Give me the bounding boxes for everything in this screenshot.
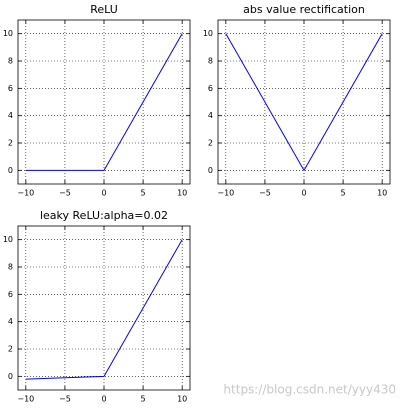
x-tick-label: 0 xyxy=(101,395,106,404)
y-tick-label: 4 xyxy=(208,111,213,120)
y-tick-label: 0 xyxy=(8,372,13,381)
x-tick-label: −5 xyxy=(59,189,71,198)
axes-frame xyxy=(17,225,191,391)
y-tick-label: 8 xyxy=(8,57,13,66)
y-tick-label: 4 xyxy=(8,111,13,120)
y-tick-label: 6 xyxy=(8,290,13,299)
y-tick-label: 10 xyxy=(203,29,213,38)
y-tick-label: 8 xyxy=(8,263,13,272)
data-line xyxy=(25,239,183,380)
x-tick-label: 5 xyxy=(341,189,346,198)
y-tick-label: 2 xyxy=(8,345,13,354)
y-tick-label: 8 xyxy=(208,57,213,66)
y-tick-label: 10 xyxy=(3,29,13,38)
y-tick-label: 2 xyxy=(8,139,13,148)
y-tick-label: 0 xyxy=(208,166,213,175)
x-tick-label: 10 xyxy=(377,189,387,198)
y-tick-label: 10 xyxy=(3,235,13,244)
data-line xyxy=(25,33,183,171)
subplot-title: ReLU xyxy=(90,3,118,16)
y-tick-label: 6 xyxy=(8,84,13,93)
x-tick-label: −10 xyxy=(17,395,34,404)
y-tick-label: 6 xyxy=(208,84,213,93)
subplot-title: leaky ReLU:alpha=0.02 xyxy=(40,209,168,222)
x-tick-label: −5 xyxy=(59,395,71,404)
axes-frame xyxy=(17,19,191,185)
watermark: https://blog.csdn.net/yyy430 xyxy=(223,383,396,397)
axes-frame xyxy=(217,19,391,185)
subplot-title: abs value rectification xyxy=(243,3,365,16)
x-tick-label: 10 xyxy=(177,395,187,404)
y-tick-label: 0 xyxy=(8,166,13,175)
x-tick-label: 5 xyxy=(141,189,146,198)
y-tick-label: 4 xyxy=(8,317,13,326)
x-tick-label: 0 xyxy=(101,189,106,198)
x-tick-label: −10 xyxy=(17,189,34,198)
x-tick-label: 10 xyxy=(177,189,187,198)
x-tick-label: −5 xyxy=(259,189,271,198)
data-line xyxy=(225,33,383,172)
x-tick-label: 5 xyxy=(141,395,146,404)
x-tick-label: 0 xyxy=(301,189,306,198)
y-tick-label: 2 xyxy=(208,139,213,148)
x-tick-label: −10 xyxy=(217,189,234,198)
